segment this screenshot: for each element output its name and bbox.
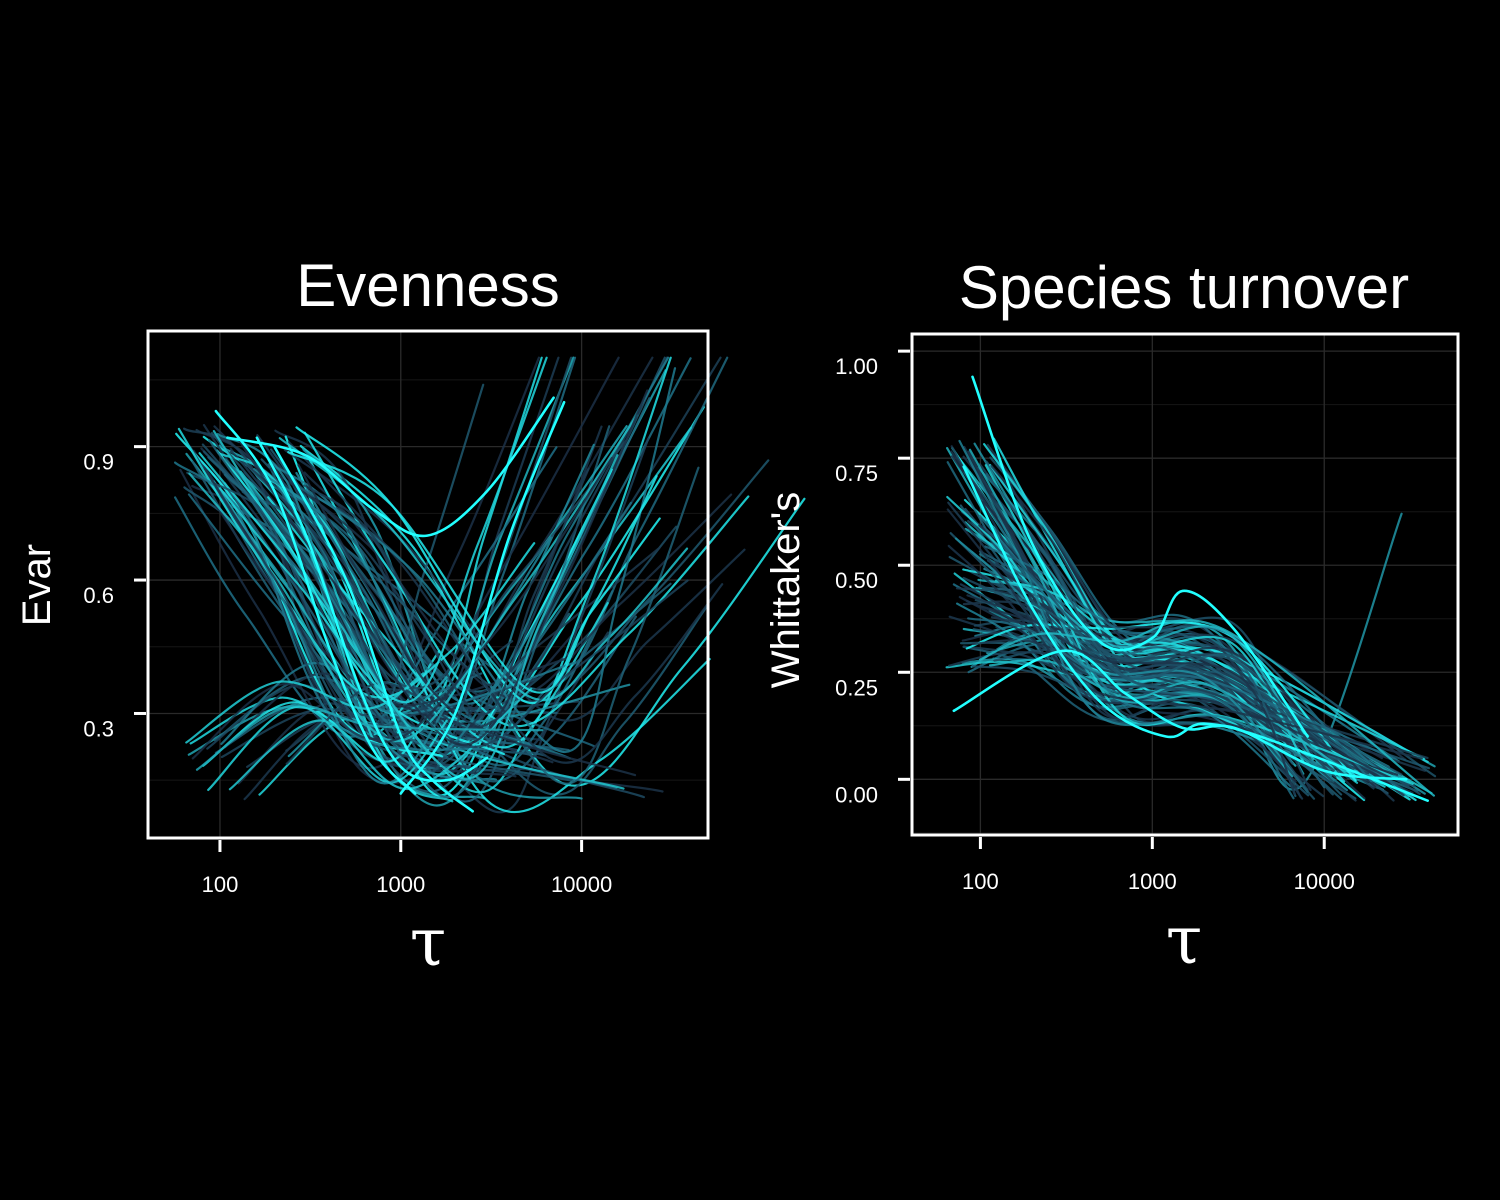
background-series-line: [977, 578, 1315, 761]
background-series-line: [308, 458, 711, 814]
y-tick-label: 0.50: [835, 568, 878, 593]
x-tick-label: 10000: [1294, 869, 1355, 894]
background-series-line: [187, 493, 632, 770]
highlighted-series-line: [399, 400, 566, 795]
background-series-line: [228, 687, 533, 791]
evenness-axes: 100 1000 10000 0.3 0.6 0.9: [83, 445, 612, 897]
x-tick-label: 10000: [551, 872, 612, 897]
evenness-x-axis-label: τ: [410, 904, 447, 981]
y-tick-label: 1.00: [835, 354, 878, 379]
evenness-curves: [174, 356, 806, 814]
x-tick-label: 1000: [376, 872, 425, 897]
background-series-line: [287, 451, 658, 694]
evenness-panel: Evenness Evar τ 100 1000 10000 0.3 0.6 0.9: [15, 252, 806, 981]
y-tick-label: 0.75: [835, 461, 878, 486]
background-series-line: [962, 576, 1332, 776]
highlighted-series-line: [226, 396, 555, 538]
background-series-line: [243, 460, 625, 790]
turnover-x-axis-label: τ: [1166, 902, 1203, 979]
turnover-axes: 100 1000 10000 0.00 0.25 0.50 0.75 1.00: [835, 349, 1355, 894]
background-series-line: [979, 619, 1435, 797]
background-series-line: [218, 356, 548, 704]
turnover-panel: Species turnover Whittaker's τ 100 1000 10…: [764, 254, 1460, 979]
turnover-title: Species turnover: [959, 254, 1409, 321]
y-tick-label: 0.9: [83, 450, 114, 475]
background-series-line: [269, 467, 733, 699]
background-series-line: [956, 602, 1348, 792]
background-series-line: [185, 672, 425, 744]
turnover-y-axis-label: Whittaker's: [764, 492, 808, 689]
background-series-line: [297, 463, 637, 777]
highlighted-series-line: [962, 465, 1429, 802]
background-series-line: [191, 460, 571, 793]
background-series-line: [303, 467, 590, 716]
background-series-line: [179, 356, 620, 770]
evenness-title: Evenness: [296, 252, 560, 319]
turnover-plot-frame: [910, 332, 1460, 837]
background-series-line: [177, 427, 536, 699]
background-series-line: [989, 456, 1437, 778]
background-series-line: [212, 430, 619, 780]
y-tick-label: 0.00: [835, 782, 878, 807]
highlighted-series-line: [214, 409, 417, 795]
evenness-y-axis-label: Evar: [15, 544, 59, 626]
x-tick-label: 100: [962, 869, 999, 894]
background-series-line: [219, 357, 692, 693]
background-series-line: [966, 594, 1296, 795]
background-series-line: [195, 704, 544, 771]
background-series-line: [198, 452, 609, 794]
y-tick-label: 0.25: [835, 675, 878, 700]
background-series-line: [174, 446, 558, 738]
x-tick-label: 1000: [1128, 869, 1177, 894]
background-series-line: [207, 705, 451, 791]
highlighted-series-line: [971, 375, 1309, 738]
background-series-line: [267, 356, 672, 749]
background-series-line: [995, 562, 1399, 776]
background-series-line: [982, 587, 1368, 765]
highlighted-series-line: [273, 445, 474, 813]
background-series-line: [285, 681, 521, 765]
highlighted-series-line: [255, 436, 489, 783]
background-series-line: [295, 426, 661, 705]
highlighted-series-line: [952, 649, 1408, 781]
turnover-grid: [912, 334, 1458, 835]
background-series-line: [203, 456, 613, 743]
y-tick-label: 0.3: [83, 716, 114, 741]
evenness-plot-frame: [146, 329, 710, 840]
background-series-line: [236, 389, 649, 746]
background-series-line: [985, 528, 1316, 800]
turnover-curves: [945, 375, 1437, 802]
x-tick-label: 100: [202, 872, 239, 897]
background-series-line: [946, 508, 1423, 760]
background-series-line: [985, 473, 1297, 798]
y-tick-label: 0.6: [83, 583, 114, 608]
